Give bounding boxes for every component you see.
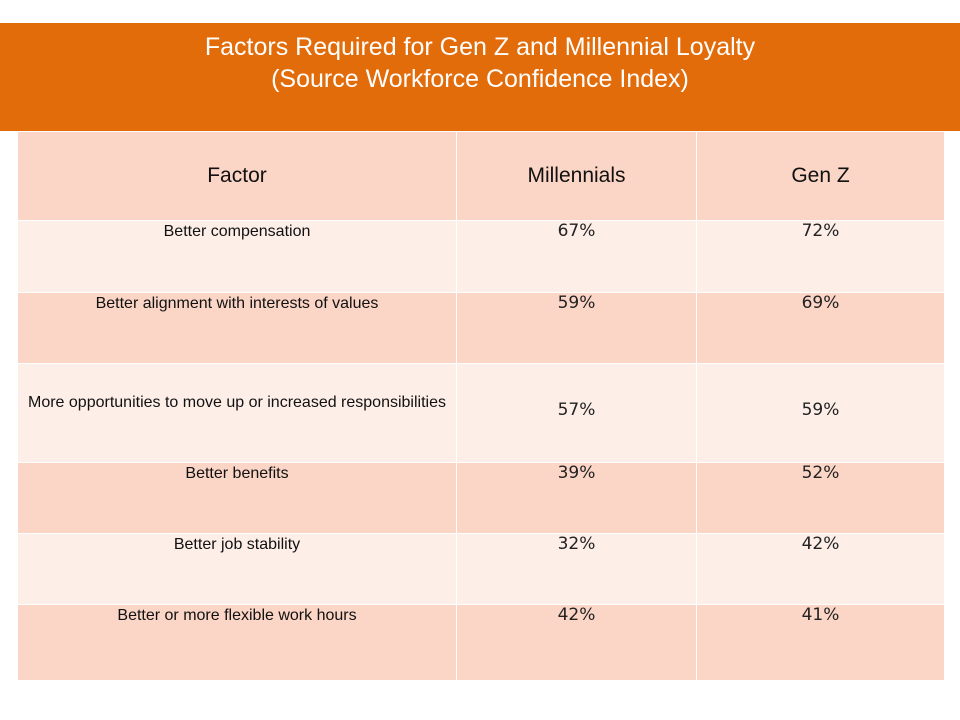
factor-cell: Better benefits [17,462,457,534]
table-row: Better benefits 39% 52% [17,462,945,534]
genz-cell: 52% [696,462,945,534]
millennials-cell: 32% [456,533,697,605]
title-band [0,23,960,131]
header-millennials: Millennials [456,131,697,221]
header-factor: Factor [17,131,457,221]
table-row: Better job stability 32% 42% [17,533,945,605]
header-genz: Gen Z [696,131,945,221]
table-row: Better alignment with interests of value… [17,292,945,364]
table-row: Better compensation 67% 72% [17,220,945,293]
genz-cell: 69% [696,292,945,364]
factor-cell: Better compensation [17,220,457,293]
genz-cell: 41% [696,604,945,681]
factor-cell: More opportunities to move up or increas… [17,363,457,463]
slide-subtitle: (Source Workforce Confidence Index) [271,65,689,93]
factor-cell: Better alignment with interests of value… [17,292,457,364]
genz-cell: 42% [696,533,945,605]
millennials-cell: 59% [456,292,697,364]
genz-cell: 59% [696,363,945,463]
loyalty-factors-table: Factor Millennials Gen Z Better compensa… [17,131,945,681]
millennials-cell: 67% [456,220,697,293]
table-header-row: Factor Millennials Gen Z [17,131,945,221]
factor-cell: Better job stability [17,533,457,605]
millennials-cell: 42% [456,604,697,681]
factor-cell: Better or more flexible work hours [17,604,457,681]
table-row: More opportunities to move up or increas… [17,363,945,463]
millennials-cell: 39% [456,462,697,534]
slide-title: Factors Required for Gen Z and Millennia… [204,33,756,61]
genz-cell: 72% [696,220,945,293]
millennials-cell: 57% [456,363,697,463]
table-row: Better or more flexible work hours 42% 4… [17,604,945,681]
